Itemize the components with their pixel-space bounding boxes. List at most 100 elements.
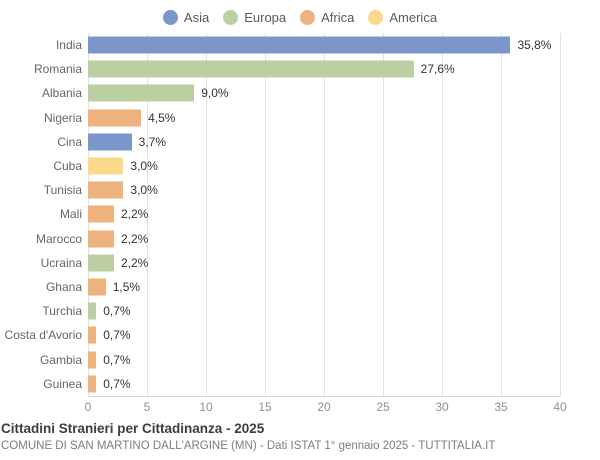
bar-track: 0,7% [88,347,560,371]
bar-row: Gambia 0,7% [0,347,560,371]
legend-dot-icon [223,9,239,25]
bar-track: 1,5% [88,275,560,299]
bar-marocco[interactable] [88,230,114,248]
bar-mali[interactable] [88,205,114,223]
category-label: Nigeria [43,110,82,125]
legend-dot-icon [368,9,384,25]
gridline [501,33,502,396]
bar-track: 3,7% [88,130,560,154]
bar-track: 2,2% [88,251,560,275]
bar-gambia[interactable] [88,351,97,369]
bar-row: Ghana 1,5% [0,275,560,299]
x-tick-label: 15 [258,400,272,414]
category-label: Romania [33,62,82,77]
bar-track: 35,8% [88,33,560,57]
category-label: Guinea [43,376,82,391]
x-tick-label: 40 [553,400,567,414]
gridline [442,33,443,396]
category-label: Ghana [45,279,82,294]
legend-label: Africa [321,9,355,25]
bar-value-label: 2,2% [120,231,149,246]
gridline [206,33,207,396]
bar-value-label: 0,7% [103,352,131,367]
bar-value-label: 3,0% [130,159,158,174]
legend-dot-icon [300,9,316,25]
bar-value-label: 2,2% [120,207,149,222]
category-label: Turchia [42,304,82,319]
bar-track: 4,5% [88,106,560,130]
bar-value-label: 0,7% [103,376,131,391]
chart-legend: Asia Europa Africa America [0,5,600,29]
bar-row: Nigeria 4,5% [0,106,560,130]
legend-dot-icon [162,9,178,25]
gridline [560,33,561,396]
bar-track: 2,2% [88,227,560,251]
bar-row: Cina 3,7% [0,130,560,154]
bar-rows: India 35,8% Romania 27,6% Albania 9,0% Nigeria… [0,33,560,396]
bar-row: Guinea 0,7% [0,372,560,396]
chart-footer: Cittadini Stranieri per Cittadinanza - 2… [1,421,599,452]
x-tick-label: 35 [494,400,508,414]
bar-row: India 35,8% [0,33,560,57]
legend-label: Asia [183,9,210,25]
bar-romania[interactable] [88,60,414,78]
bar-cina[interactable] [88,133,132,151]
bar-nigeria[interactable] [88,109,142,127]
legend-item-africa[interactable]: Africa [300,9,355,25]
bar-value-label: 1,5% [112,279,141,294]
chart-subtitle: COMUNE DI SAN MARTINO DALL'ARGINE (MN) -… [1,440,496,452]
bar-track: 3,0% [88,154,560,178]
bar-albania[interactable] [88,84,195,102]
category-label: Gambia [39,352,82,367]
bar-india[interactable] [88,36,511,54]
bar-track: 9,0% [88,81,560,105]
gridline [265,33,266,396]
bar-turchia[interactable] [88,302,97,320]
bar-value-label: 27,6% [420,62,455,77]
chart-title: Cittadini Stranieri per Cittadinanza - 2… [1,421,265,436]
legend-label: Europa [244,9,287,25]
bar-track: 2,2% [88,202,560,226]
x-tick-label: 25 [376,400,390,414]
bar-track: 0,7% [88,299,560,323]
gridline [147,33,148,396]
bar-track: 27,6% [88,57,560,81]
x-tick-label: 30 [435,400,449,414]
bar-tunisia[interactable] [88,181,124,199]
bar-cuba[interactable] [88,157,124,175]
category-label: Cuba [53,159,82,174]
bar-row: Marocco 2,2% [0,227,560,251]
x-tick-label: 10 [199,400,213,414]
bar-track: 0,7% [88,323,560,347]
bar-ghana[interactable] [88,278,106,296]
category-label: Ucraina [40,255,82,270]
gridline [383,33,384,396]
category-label: Albania [41,86,82,101]
bar-value-label: 0,7% [103,304,131,319]
category-label: India [55,38,82,53]
category-label: Mali [59,207,82,222]
bar-value-label: 35,8% [517,38,552,53]
bar-row: Ucraina 2,2% [0,251,560,275]
bar-value-label: 0,7% [103,328,131,343]
legend-item-europa[interactable]: Europa [223,9,287,25]
legend-item-asia[interactable]: Asia [162,9,210,25]
gridline [324,33,325,396]
bar-row: Albania 9,0% [0,81,560,105]
bar-row: Costa d'Avorio 0,7% [0,323,560,347]
bar-costa-d-avorio[interactable] [88,326,97,344]
bar-guinea[interactable] [88,375,97,393]
x-tick-label: 20 [317,400,331,414]
category-label: Cina [57,134,82,149]
bar-value-label: 9,0% [201,86,229,101]
legend-item-america[interactable]: America [368,9,438,25]
bar-row: Turchia 0,7% [0,299,560,323]
bar-row: Romania 27,6% [0,57,560,81]
bar-track: 0,7% [88,372,560,396]
bar-value-label: 3,7% [138,134,167,149]
x-tick-label: 5 [143,400,151,414]
bar-value-label: 2,2% [120,255,149,270]
legend-label: America [389,9,438,25]
bar-ucraina[interactable] [88,254,114,272]
